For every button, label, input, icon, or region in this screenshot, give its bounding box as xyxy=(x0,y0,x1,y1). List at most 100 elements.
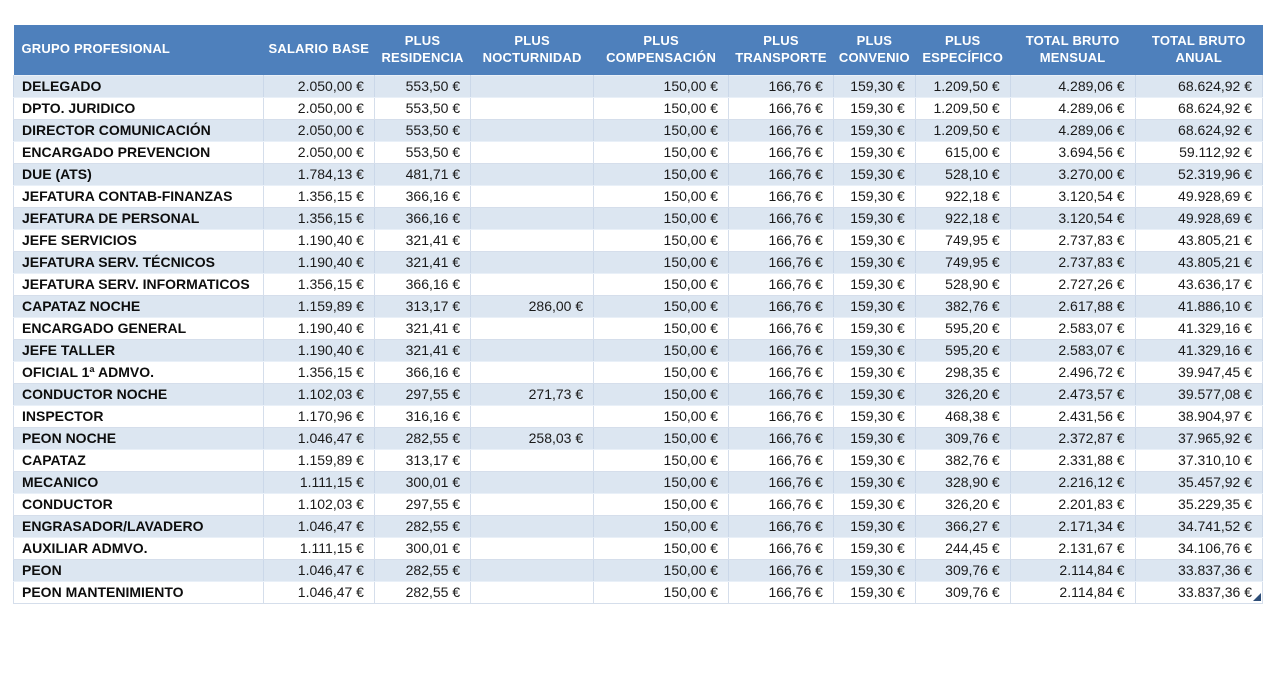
cell-grupo-profesional[interactable]: PEON NOCHE xyxy=(13,426,264,450)
cell-value[interactable]: 309,76 € xyxy=(914,558,1011,582)
cell-grupo-profesional[interactable]: ENCARGADO GENERAL xyxy=(13,316,264,340)
column-header-4[interactable]: PLUS NOCTURNIDAD xyxy=(470,25,594,75)
cell-value[interactable]: 43.805,21 € xyxy=(1134,250,1264,274)
cell-value[interactable]: 166,76 € xyxy=(728,316,834,340)
cell-value[interactable] xyxy=(470,558,595,582)
cell-value[interactable] xyxy=(470,580,595,604)
cell-value[interactable]: 150,00 € xyxy=(593,162,730,186)
cell-value[interactable]: 309,76 € xyxy=(914,580,1011,604)
cell-value[interactable]: 166,76 € xyxy=(728,228,834,252)
cell-value[interactable]: 159,30 € xyxy=(832,360,916,384)
cell-value[interactable]: 1.190,40 € xyxy=(262,338,375,362)
cell-value[interactable]: 1.356,15 € xyxy=(262,360,375,384)
cell-value[interactable]: 282,55 € xyxy=(373,580,472,604)
cell-value[interactable]: 313,17 € xyxy=(373,294,472,318)
cell-value[interactable]: 150,00 € xyxy=(593,74,730,98)
cell-value[interactable]: 166,76 € xyxy=(728,448,834,472)
cell-value[interactable]: 2.114,84 € xyxy=(1009,558,1136,582)
cell-value[interactable]: 166,76 € xyxy=(728,470,834,494)
cell-value[interactable]: 166,76 € xyxy=(728,580,834,604)
cell-value[interactable]: 1.046,47 € xyxy=(262,426,375,450)
cell-grupo-profesional[interactable]: CAPATAZ xyxy=(13,448,264,472)
cell-value[interactable]: 2.473,57 € xyxy=(1009,382,1136,406)
cell-value[interactable] xyxy=(470,536,595,560)
cell-grupo-profesional[interactable]: CONDUCTOR xyxy=(13,492,264,516)
cell-value[interactable]: 166,76 € xyxy=(728,514,834,538)
cell-value[interactable]: 2.050,00 € xyxy=(262,74,375,98)
cell-value[interactable]: 150,00 € xyxy=(593,228,730,252)
cell-value[interactable]: 300,01 € xyxy=(373,536,472,560)
cell-grupo-profesional[interactable]: PEON MANTENIMIENTO xyxy=(13,580,264,604)
cell-value[interactable]: 553,50 € xyxy=(373,118,472,142)
cell-value[interactable]: 68.624,92 € xyxy=(1134,118,1264,142)
cell-value[interactable]: 1.190,40 € xyxy=(262,250,375,274)
cell-value[interactable]: 3.120,54 € xyxy=(1009,206,1136,230)
cell-value[interactable]: 150,00 € xyxy=(593,118,730,142)
cell-value[interactable]: 159,30 € xyxy=(832,558,916,582)
cell-value[interactable]: 41.329,16 € xyxy=(1134,316,1264,340)
cell-value[interactable]: 159,30 € xyxy=(832,118,916,142)
cell-value[interactable] xyxy=(470,272,595,296)
cell-value[interactable]: 150,00 € xyxy=(593,96,730,120)
cell-value[interactable]: 150,00 € xyxy=(593,492,730,516)
cell-value[interactable]: 282,55 € xyxy=(373,426,472,450)
cell-value[interactable]: 2.050,00 € xyxy=(262,96,375,120)
cell-value[interactable]: 749,95 € xyxy=(914,250,1011,274)
cell-value[interactable]: 150,00 € xyxy=(593,536,730,560)
cell-value[interactable]: 39.577,08 € xyxy=(1134,382,1264,406)
cell-value[interactable]: 166,76 € xyxy=(728,250,834,274)
cell-value[interactable]: 1.209,50 € xyxy=(914,74,1011,98)
cell-value[interactable]: 166,76 € xyxy=(728,360,834,384)
cell-value[interactable]: 68.624,92 € xyxy=(1134,74,1264,98)
cell-value[interactable]: 553,50 € xyxy=(373,140,472,164)
cell-value[interactable]: 159,30 € xyxy=(832,316,916,340)
cell-value[interactable]: 166,76 € xyxy=(728,382,834,406)
cell-grupo-profesional[interactable]: ENCARGADO PREVENCION xyxy=(13,140,264,164)
cell-value[interactable]: 1.046,47 € xyxy=(262,580,375,604)
cell-value[interactable]: 1.159,89 € xyxy=(262,294,375,318)
cell-value[interactable]: 271,73 € xyxy=(470,382,595,406)
cell-value[interactable]: 382,76 € xyxy=(914,448,1011,472)
cell-value[interactable]: 159,30 € xyxy=(832,514,916,538)
cell-value[interactable]: 1.170,96 € xyxy=(262,404,375,428)
cell-grupo-profesional[interactable]: JEFATURA SERV. TÉCNICOS xyxy=(13,250,264,274)
cell-value[interactable]: 159,30 € xyxy=(832,536,916,560)
cell-value[interactable] xyxy=(470,360,595,384)
cell-value[interactable]: 1.356,15 € xyxy=(262,206,375,230)
cell-value[interactable]: 2.583,07 € xyxy=(1009,316,1136,340)
cell-value[interactable]: 49.928,69 € xyxy=(1134,184,1264,208)
cell-value[interactable] xyxy=(470,492,595,516)
cell-value[interactable]: 41.886,10 € xyxy=(1134,294,1264,318)
column-header-10[interactable]: TOTAL BRUTO ANUAL xyxy=(1135,25,1263,75)
column-header-5[interactable]: PLUS COMPENSACIÓN xyxy=(593,25,729,75)
cell-value[interactable]: 321,41 € xyxy=(373,250,472,274)
cell-value[interactable]: 159,30 € xyxy=(832,404,916,428)
cell-value[interactable]: 49.928,69 € xyxy=(1134,206,1264,230)
cell-value[interactable]: 150,00 € xyxy=(593,426,730,450)
cell-value[interactable]: 59.112,92 € xyxy=(1134,140,1264,164)
cell-grupo-profesional[interactable]: DIRECTOR COMUNICACIÓN xyxy=(13,118,264,142)
column-header-2[interactable]: SALARIO BASE xyxy=(263,25,375,75)
cell-value[interactable] xyxy=(470,250,595,274)
cell-value[interactable]: 321,41 € xyxy=(373,228,472,252)
cell-value[interactable]: 166,76 € xyxy=(728,338,834,362)
cell-value[interactable] xyxy=(470,316,595,340)
cell-value[interactable]: 2.737,83 € xyxy=(1009,250,1136,274)
cell-value[interactable]: 553,50 € xyxy=(373,96,472,120)
cell-value[interactable]: 2.050,00 € xyxy=(262,140,375,164)
cell-value[interactable]: 150,00 € xyxy=(593,250,730,274)
cell-grupo-profesional[interactable]: INSPECTOR xyxy=(13,404,264,428)
cell-value[interactable] xyxy=(470,140,595,164)
cell-value[interactable]: 1.356,15 € xyxy=(262,184,375,208)
cell-value[interactable]: 1.111,15 € xyxy=(262,470,375,494)
cell-value[interactable]: 328,90 € xyxy=(914,470,1011,494)
cell-value[interactable]: 166,76 € xyxy=(728,74,834,98)
cell-grupo-profesional[interactable]: AUXILIAR ADMVO. xyxy=(13,536,264,560)
cell-value[interactable]: 166,76 € xyxy=(728,558,834,582)
cell-value[interactable]: 481,71 € xyxy=(373,162,472,186)
cell-value[interactable]: 366,16 € xyxy=(373,184,472,208)
column-header-8[interactable]: PLUS ESPECÍFICO xyxy=(915,25,1011,75)
cell-grupo-profesional[interactable]: JEFATURA SERV. INFORMATICOS xyxy=(13,272,264,296)
cell-value[interactable] xyxy=(470,404,595,428)
cell-value[interactable]: 150,00 € xyxy=(593,404,730,428)
